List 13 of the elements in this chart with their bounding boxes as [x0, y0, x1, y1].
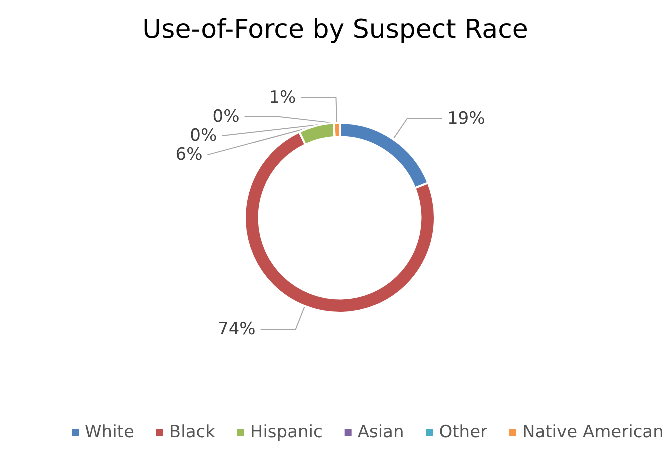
data-label: 19%	[447, 108, 486, 129]
data-label: 74%	[218, 320, 256, 340]
legend-label: Black	[169, 422, 216, 442]
legend-label: White	[85, 422, 134, 442]
data-label: 1%	[269, 88, 296, 108]
chart-title: Use-of-Force by Suspect Race	[142, 15, 528, 45]
text: 0%	[212, 107, 240, 128]
legend-label: Native American	[522, 422, 664, 442]
data-label: 6%	[176, 145, 203, 166]
legend-label: Other	[439, 422, 488, 442]
text: 0%	[190, 126, 218, 146]
legend-label: Asian	[358, 422, 404, 442]
legend-label: Hispanic	[250, 422, 323, 442]
